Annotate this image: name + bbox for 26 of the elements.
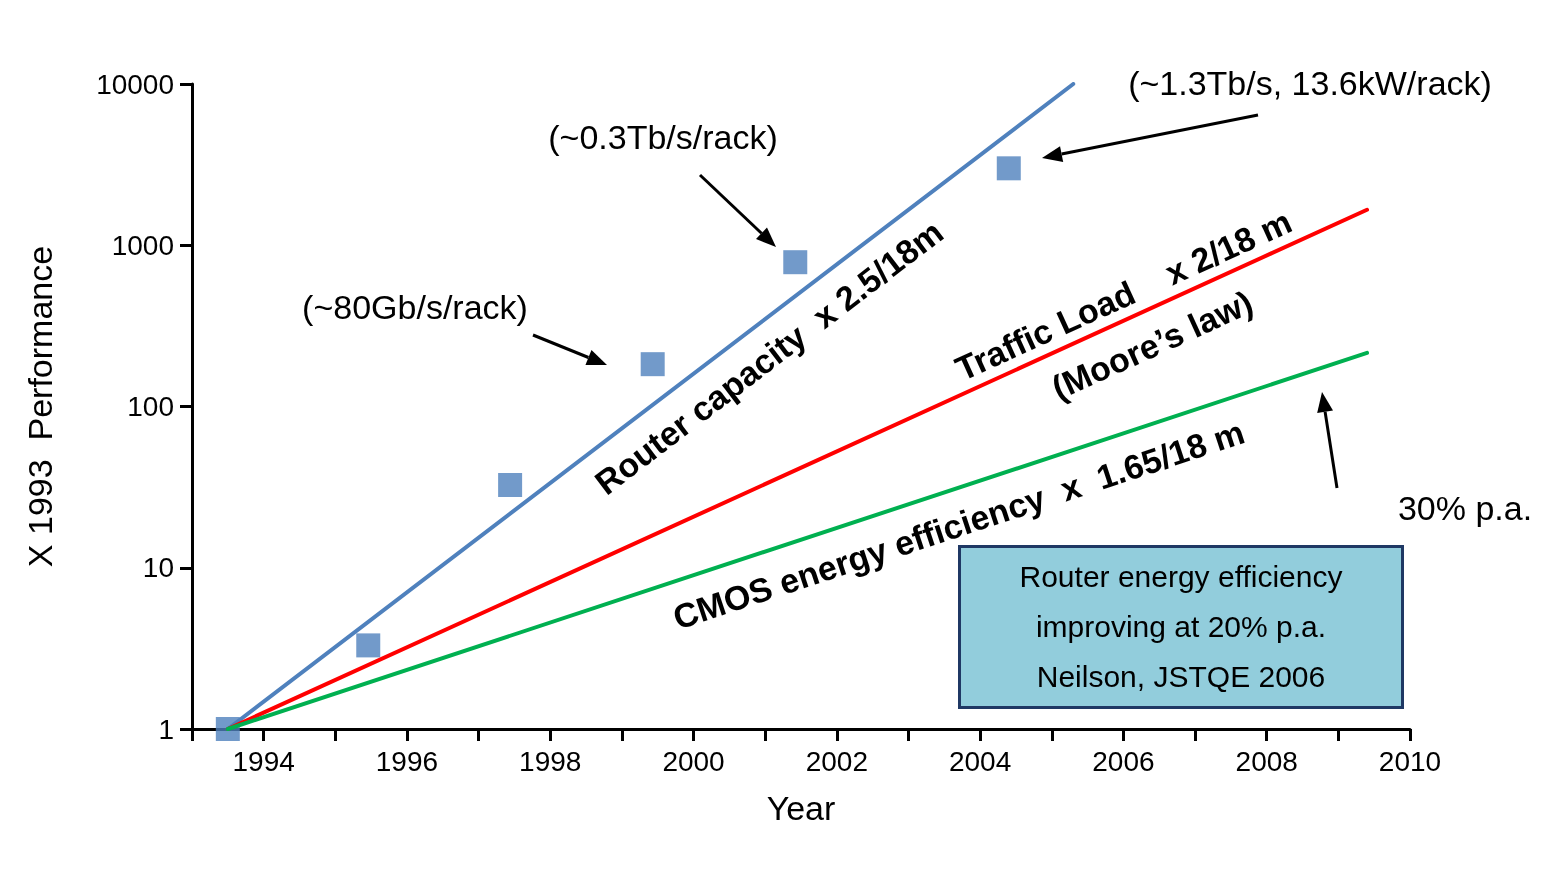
y-tick-label: 100: [127, 391, 174, 422]
x-tick-label: 1998: [519, 745, 582, 777]
x-tick-label: 1994: [232, 745, 295, 777]
x-tick-label: 2004: [948, 745, 1012, 777]
x-tick-label: 2002: [805, 745, 868, 777]
point: [996, 156, 1021, 181]
x-axis-title: Year: [766, 789, 836, 827]
annotation: (~1.3Tb/s, 13.6kW/rack): [1128, 64, 1492, 102]
y-tick-label: 1: [158, 713, 174, 745]
point: [498, 472, 523, 497]
annotation: 30% p.a.: [1397, 489, 1533, 527]
x-tick-label: 2006: [1092, 745, 1155, 777]
annotation: (~80Gb/s/rack): [302, 288, 528, 326]
x-tick-label: 2000: [662, 745, 725, 777]
x-tick-label: 1996: [375, 745, 439, 777]
y-tick-label: 1000: [111, 229, 174, 261]
y-axis-title: X 1993 Performance: [21, 245, 59, 568]
x-tick-label: 2010: [1378, 745, 1442, 777]
point: [783, 250, 808, 275]
y-tick-label: 10000: [96, 68, 174, 100]
y-tick-label: 10: [142, 552, 174, 584]
annotation: (~0.3Tb/s/rack): [548, 118, 778, 156]
x-tick-label: 2008: [1235, 745, 1298, 777]
point: [640, 352, 665, 377]
point: [356, 633, 381, 658]
note-box: Router energy efficiency improving at 20% p.a. Neilson, JSTQE 2006: [958, 545, 1404, 709]
